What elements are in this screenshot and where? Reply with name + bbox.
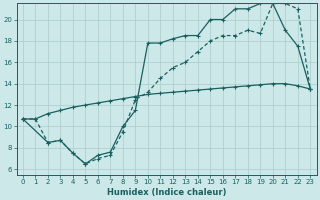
X-axis label: Humidex (Indice chaleur): Humidex (Indice chaleur)	[107, 188, 226, 197]
